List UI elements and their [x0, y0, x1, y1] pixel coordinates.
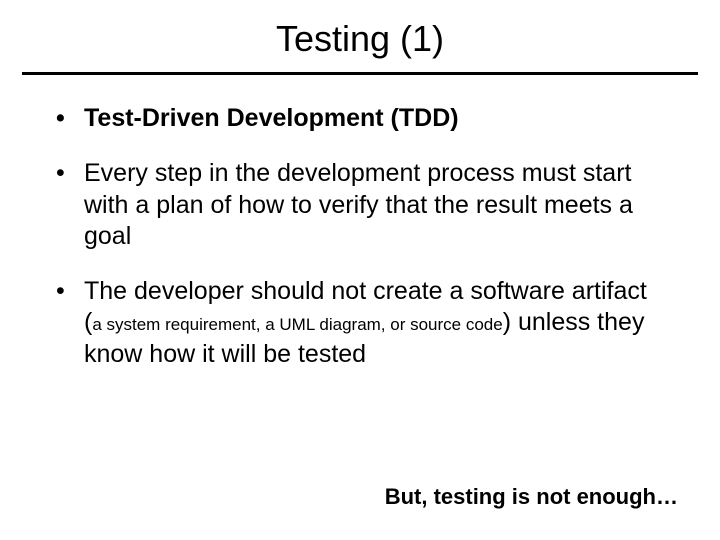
slide-title: Testing (1): [0, 0, 720, 72]
bullet-item: The developer should not create a softwa…: [56, 276, 670, 370]
slide: Testing (1) Test-Driven Development (TDD…: [0, 0, 720, 540]
bullet-item: Every step in the development process mu…: [56, 158, 670, 252]
bullet-text-small: a system requirement, a UML diagram, or …: [92, 315, 502, 334]
bullet-list: Test-Driven Development (TDD) Every step…: [0, 75, 720, 370]
bullet-text: Test-Driven Development (TDD): [84, 104, 459, 132]
bullet-item: Test-Driven Development (TDD): [56, 103, 670, 134]
bullet-text: Every step in the development process mu…: [84, 159, 633, 250]
footer-note: But, testing is not enough…: [385, 484, 678, 510]
